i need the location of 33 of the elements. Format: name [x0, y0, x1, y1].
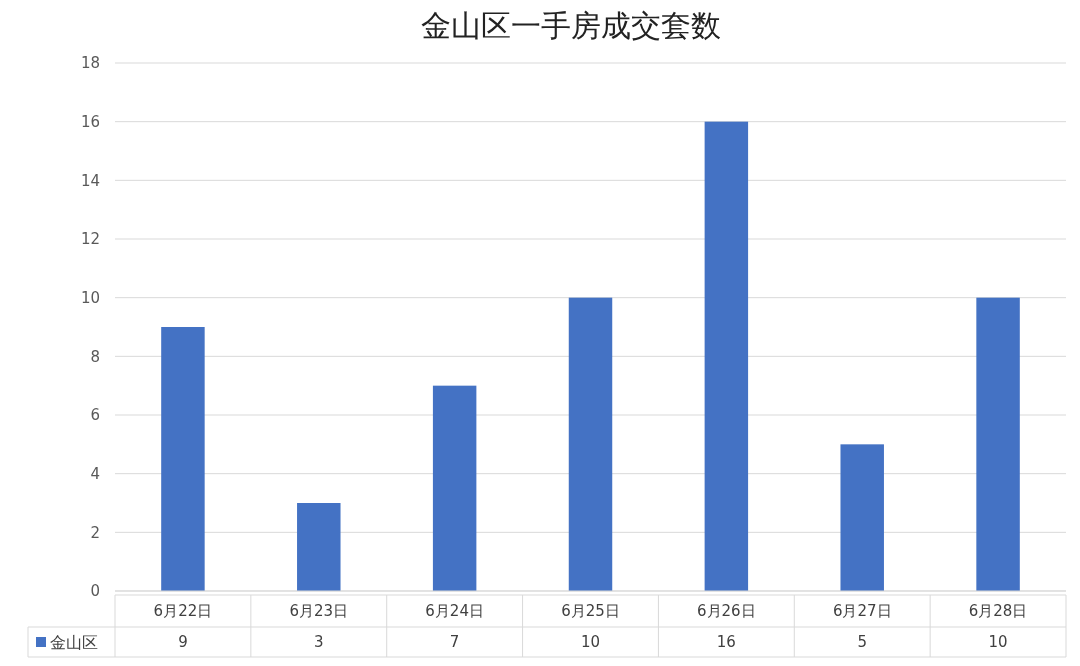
y-tick-label: 16	[80, 112, 100, 131]
bar	[161, 327, 205, 591]
y-tick-label: 12	[80, 230, 100, 249]
bar	[704, 121, 749, 591]
data-label: 16	[716, 633, 736, 652]
y-tick-label: 2	[90, 523, 100, 542]
y-tick-label: 8	[90, 347, 100, 366]
chart-title: 金山区一手房成交套数	[420, 8, 721, 43]
x-tick-label: 6月26日	[697, 602, 756, 621]
bar	[432, 385, 477, 591]
x-tick-label: 6月25日	[561, 602, 620, 621]
y-tick-label: 4	[90, 464, 100, 483]
bar	[976, 297, 1020, 591]
bar	[840, 444, 884, 591]
data-label: 10	[988, 633, 1008, 652]
x-tick-label: 6月27日	[832, 602, 892, 621]
bar	[568, 297, 613, 591]
data-label: 3	[314, 633, 324, 652]
x-tick-label: 6月22日	[153, 602, 213, 621]
data-label: 10	[580, 633, 601, 652]
legend-label: 金山区	[50, 632, 98, 652]
bar	[297, 503, 341, 591]
y-tick-label: 14	[80, 171, 100, 190]
x-tick-label: 6月24日	[425, 602, 484, 621]
x-tick-label: 6月23日	[289, 602, 349, 621]
y-tick-label: 0	[90, 582, 100, 601]
x-tick-label: 6月28日	[968, 602, 1028, 621]
data-label: 7	[449, 633, 460, 652]
data-label: 9	[178, 633, 188, 652]
data-label: 5	[857, 633, 867, 652]
y-tick-label: 6	[90, 406, 100, 425]
y-tick-label: 10	[80, 288, 100, 307]
y-tick-label: 18	[80, 54, 100, 73]
